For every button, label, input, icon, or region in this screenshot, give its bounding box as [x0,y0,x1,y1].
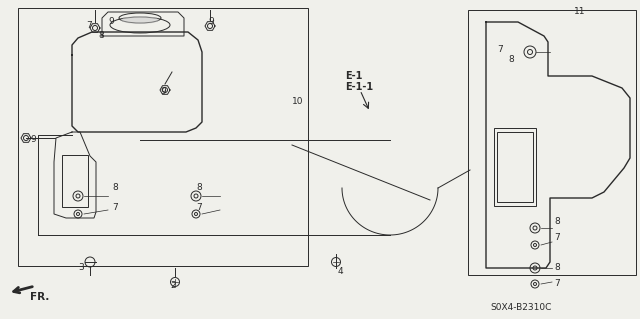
Text: 8: 8 [554,218,560,226]
Text: 4: 4 [338,268,344,277]
Text: 8: 8 [196,183,202,192]
Text: 8: 8 [112,183,118,192]
Ellipse shape [121,16,159,24]
Text: 8: 8 [554,263,560,272]
Bar [494,128,536,206]
Text: 7: 7 [196,203,202,211]
Text: 8: 8 [98,31,104,40]
Text: 7: 7 [112,203,118,211]
Text: 7: 7 [497,46,503,55]
Text: 3: 3 [78,263,84,272]
Text: 11: 11 [574,8,586,17]
Text: 10: 10 [292,98,303,107]
Text: 2: 2 [170,280,175,290]
Text: 7: 7 [86,21,92,31]
Text: E-1-1: E-1-1 [345,82,373,92]
Text: E-1: E-1 [345,71,362,81]
Text: 8: 8 [508,56,514,64]
Text: 7: 7 [554,278,560,287]
Text: 9: 9 [108,18,114,26]
Bar [468,10,636,275]
Bar [18,8,308,266]
Text: 9: 9 [160,87,166,97]
Text: 9: 9 [208,18,214,26]
Text: 9: 9 [30,136,36,145]
Text: 7: 7 [554,234,560,242]
Bar [497,132,533,202]
Bar [62,155,88,207]
Text: S0X4-B2310C: S0X4-B2310C [490,303,552,313]
Text: FR.: FR. [30,292,49,302]
